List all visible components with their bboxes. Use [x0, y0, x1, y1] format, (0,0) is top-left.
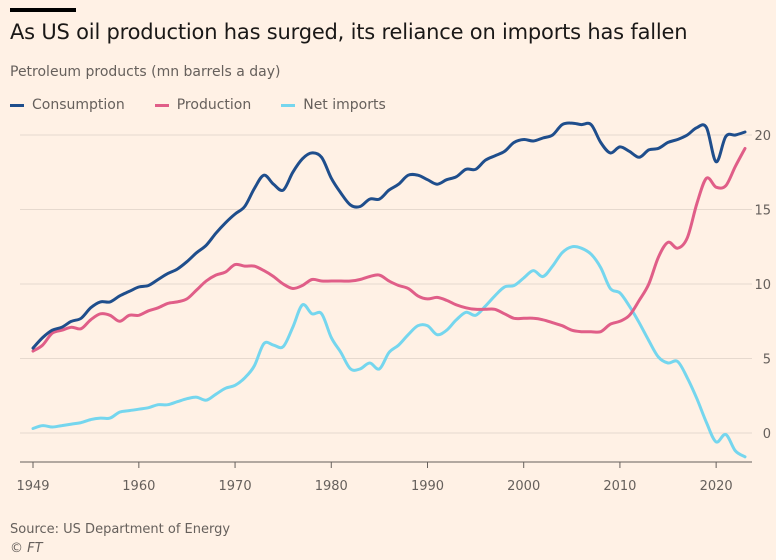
y-tick-label-5: 5: [763, 353, 771, 368]
chart-legend: Consumption Production Net imports: [10, 97, 416, 113]
chart-title: As US oil production has surged, its rel…: [10, 20, 688, 44]
legend-item-consumption: Consumption: [10, 97, 125, 113]
y-tick-label-10: 10: [754, 278, 771, 293]
legend-label-net-imports: Net imports: [303, 97, 386, 113]
y-tick-label-15: 15: [754, 204, 771, 219]
x-tick-label-1960: 1960: [122, 479, 155, 494]
legend-item-net-imports: Net imports: [281, 97, 386, 113]
x-tick-label-1949: 1949: [16, 479, 49, 494]
legend-label-production: Production: [176, 97, 252, 113]
legend-swatch-production: [154, 103, 169, 107]
legend-label-consumption: Consumption: [32, 97, 125, 113]
y-tick-label-20: 20: [754, 129, 771, 144]
series-line-consumption: [31, 121, 747, 350]
chart-subtitle: Petroleum products (mn barrels a day): [10, 64, 281, 80]
legend-item-production: Production: [154, 97, 252, 113]
x-tick-label-1970: 1970: [219, 479, 252, 494]
series-line-production: [31, 146, 747, 353]
x-tick-label-1990: 1990: [411, 479, 444, 494]
x-tick-label-2010: 2010: [603, 479, 636, 494]
series-line-net-imports: [31, 245, 747, 459]
line-chart: 0 5 10 15 20 1949 1960 1970 1980 1990 2000 2010 2020: [16, 121, 771, 494]
x-tick-label-1980: 1980: [315, 479, 348, 494]
x-tick-label-2020: 2020: [700, 479, 733, 494]
source-note: Source: US Department of Energy: [10, 522, 231, 537]
legend-swatch-consumption: [10, 103, 24, 107]
copyright-note: © FT: [10, 541, 43, 556]
x-tick-label-2000: 2000: [507, 479, 540, 494]
legend-swatch-net-imports: [281, 103, 296, 107]
ft-brand-bar: [10, 8, 76, 12]
y-tick-label-0: 0: [763, 427, 771, 442]
